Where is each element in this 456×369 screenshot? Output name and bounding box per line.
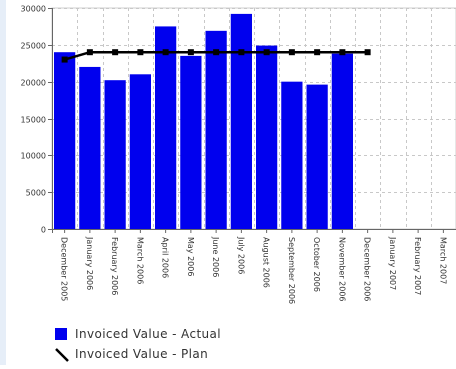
y-tick-label: 20000 bbox=[21, 79, 46, 88]
plan-marker bbox=[364, 49, 371, 56]
x-tick-label: March 2007 bbox=[438, 237, 447, 284]
bar-actual bbox=[281, 81, 303, 230]
plan-line-layer bbox=[61, 49, 371, 63]
x-tick-label: November 2006 bbox=[337, 237, 346, 302]
bar-actual bbox=[79, 66, 101, 229]
legend-label-actual: Invoiced Value - Actual bbox=[75, 327, 222, 341]
x-tick-label: February 2007 bbox=[413, 237, 422, 295]
y-tick-label: 0 bbox=[41, 226, 46, 235]
legend-item-plan: Invoiced Value - Plan bbox=[55, 344, 221, 364]
axis-layer bbox=[48, 8, 456, 233]
x-tick-label: October 2006 bbox=[312, 237, 321, 292]
plan-marker bbox=[339, 49, 346, 56]
x-tick-label: May 2006 bbox=[186, 237, 195, 276]
legend-line-plan bbox=[55, 346, 69, 362]
bar-actual bbox=[104, 80, 126, 230]
bar-actual bbox=[180, 55, 202, 230]
bar-actual bbox=[230, 13, 252, 229]
y-tick-label: 10000 bbox=[21, 152, 46, 161]
legend: Invoiced Value - Actual Invoiced Value -… bbox=[55, 324, 221, 364]
y-tick-label: 30000 bbox=[21, 5, 46, 14]
bar-actual bbox=[331, 53, 353, 229]
plan-marker bbox=[213, 49, 220, 56]
plan-marker bbox=[162, 49, 169, 56]
bar-actual bbox=[129, 74, 151, 229]
legend-label-plan: Invoiced Value - Plan bbox=[75, 347, 209, 361]
y-tick-label: 5000 bbox=[26, 189, 46, 198]
bar-actual bbox=[306, 84, 328, 229]
bar-actual bbox=[205, 30, 227, 229]
x-tick-label: September 2006 bbox=[287, 237, 296, 304]
bar-actual bbox=[256, 45, 278, 229]
y-tick-label: 25000 bbox=[21, 42, 46, 51]
plan-marker bbox=[86, 49, 93, 56]
plan-marker bbox=[61, 56, 68, 63]
plan-marker bbox=[112, 49, 119, 56]
x-tick-label: December 2005 bbox=[60, 237, 69, 301]
legend-swatch-actual bbox=[55, 328, 67, 340]
plan-marker bbox=[137, 49, 144, 56]
x-tick-label: February 2006 bbox=[110, 237, 119, 295]
x-tick-label: January 2006 bbox=[85, 236, 94, 290]
x-tick-label: March 2006 bbox=[135, 237, 144, 284]
x-tick-label: April 2006 bbox=[161, 237, 170, 278]
x-tick-label: July 2006 bbox=[236, 236, 245, 274]
x-tick-label: January 2007 bbox=[388, 236, 397, 290]
bar-layer bbox=[54, 13, 353, 230]
x-tick-label: June 2006 bbox=[211, 236, 220, 277]
plan-marker bbox=[263, 49, 270, 56]
plan-marker bbox=[187, 49, 194, 56]
label-layer: 0 5000 10000 15000 20000 25000 30000 December 2… bbox=[21, 5, 448, 305]
plan-marker bbox=[314, 49, 321, 56]
x-tick-label: August 2006 bbox=[262, 237, 271, 288]
panel-left-border bbox=[0, 0, 6, 365]
legend-item-actual: Invoiced Value - Actual bbox=[55, 324, 221, 344]
x-tick-label: December 2006 bbox=[363, 237, 372, 301]
plan-marker bbox=[288, 49, 295, 56]
bar-actual bbox=[54, 52, 76, 230]
bar-actual bbox=[155, 26, 177, 229]
y-tick-label: 15000 bbox=[21, 116, 46, 125]
plan-marker bbox=[238, 49, 245, 56]
